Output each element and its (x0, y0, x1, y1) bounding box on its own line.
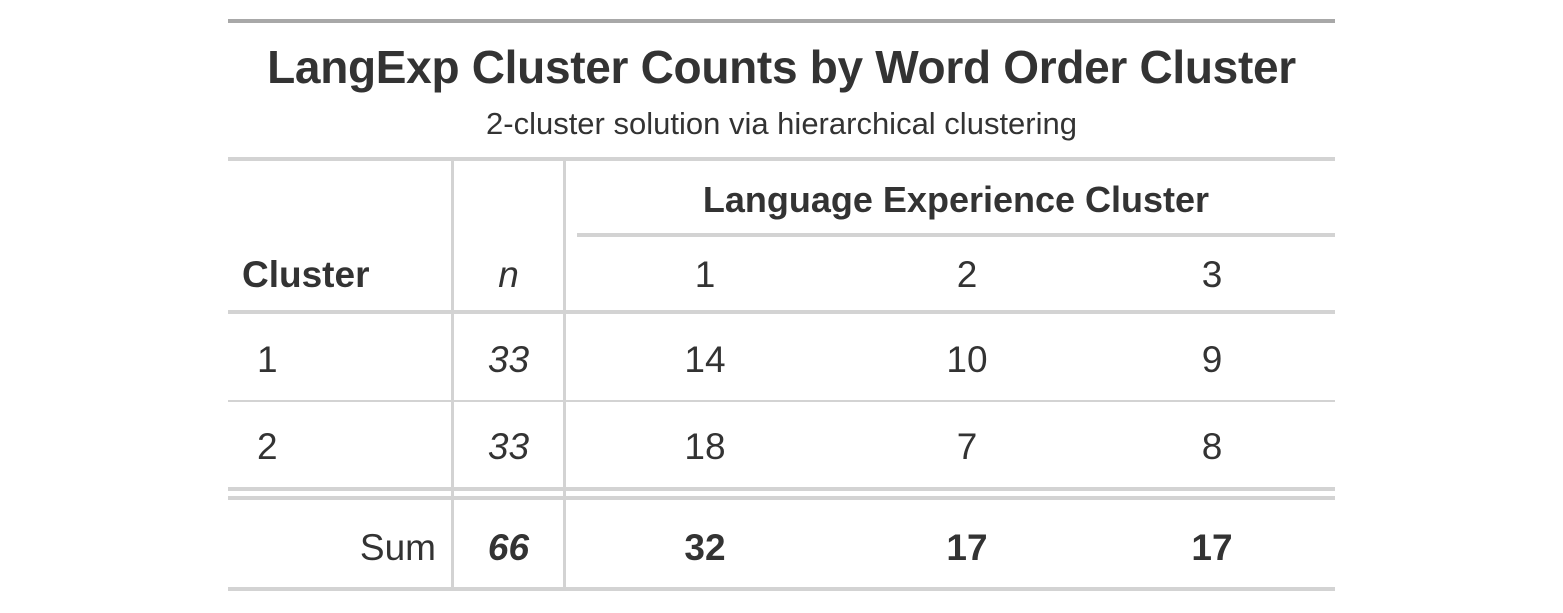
row-2-c1: 18 (684, 426, 726, 467)
summary-double-rule-top (228, 487, 1335, 491)
heading-bottom-rule (228, 157, 1335, 161)
column-header-cluster: Cluster (242, 254, 370, 295)
spanner-underline (577, 233, 1335, 237)
n-column-divider (563, 161, 566, 591)
top-border (228, 19, 1335, 23)
column-header-3: 3 (1201, 254, 1223, 295)
row-1-c2: 10 (946, 339, 988, 380)
column-header-bottom-rule (228, 310, 1335, 314)
row-1-cluster: 1 (257, 339, 278, 380)
row-1-n: 33 (487, 339, 530, 380)
row-2-c3: 8 (1201, 426, 1223, 467)
summary-c2: 17 (946, 527, 988, 568)
cluster-counts-table: LangExp Cluster Counts by Word Order Clu… (228, 19, 1335, 593)
summary-double-rule-bottom (228, 496, 1335, 500)
column-header-2: 2 (956, 254, 978, 295)
summary-c1: 32 (684, 527, 726, 568)
table-title: LangExp Cluster Counts by Word Order Clu… (267, 41, 1296, 93)
row-1-c3: 9 (1201, 339, 1223, 380)
row-2-cluster: 2 (257, 426, 278, 467)
column-header-n: n (498, 254, 519, 295)
bottom-border (228, 587, 1335, 591)
table-subtitle: 2-cluster solution via hierarchical clus… (486, 106, 1077, 141)
row-divider (228, 400, 1335, 402)
summary-label: Sum (359, 527, 436, 568)
column-header-1: 1 (694, 254, 716, 295)
summary-n: 66 (487, 527, 530, 568)
summary-c3: 17 (1191, 527, 1233, 568)
spanner-label: Language Experience Cluster (702, 179, 1210, 220)
stub-divider (451, 161, 454, 591)
row-1-c1: 14 (684, 339, 726, 380)
row-2-n: 33 (487, 426, 530, 467)
row-2-c2: 7 (956, 426, 978, 467)
